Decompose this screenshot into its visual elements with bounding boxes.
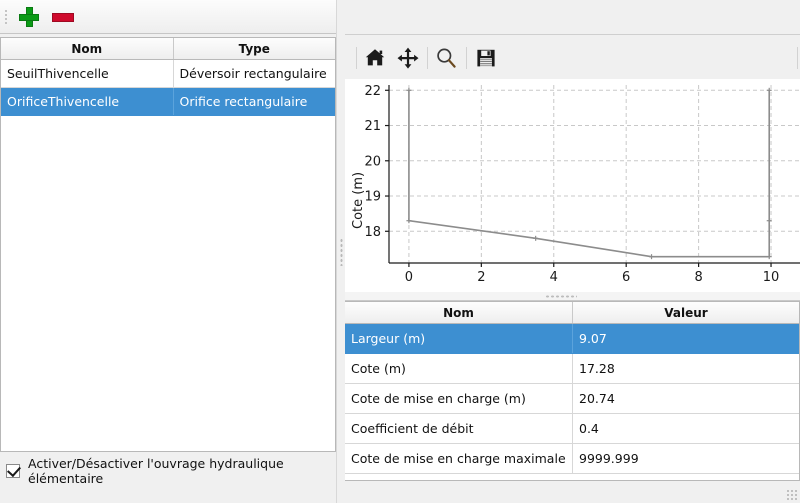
chart-tick-labels: 0 2 4 6 8 10 18 19 20 21 22	[364, 84, 779, 285]
zoom-icon[interactable]	[434, 46, 462, 70]
svg-text:6: 6	[622, 270, 630, 285]
chart-y-axis-label: Cote (m)	[351, 172, 366, 229]
cell-param-value[interactable]: 9999.999	[572, 443, 799, 474]
svg-text:21: 21	[364, 119, 381, 134]
add-element-button[interactable]	[19, 7, 39, 27]
svg-text:4: 4	[550, 270, 558, 285]
chart-axes	[385, 85, 800, 267]
cell-param-name: Cote de mise en charge (m)	[345, 383, 573, 414]
parameters-table[interactable]: Nom Valeur Largeur (m) 9.07 Cote (m) 17.…	[345, 301, 800, 481]
table-row[interactable]: OrificeThivencelle Orifice rectangulaire	[1, 87, 335, 116]
elements-table[interactable]: Nom Type SeuilThivencelle Déversoir rect…	[0, 37, 336, 452]
cross-section-chart[interactable]: 0 2 4 6 8 10 18 19 20 21 22 Cote (m)	[345, 79, 800, 292]
home-icon[interactable]	[363, 46, 391, 70]
right-panel: 0 2 4 6 8 10 18 19 20 21 22 Cote (m) Nom Valeur	[345, 0, 800, 503]
column-header-nom[interactable]: Nom	[345, 302, 573, 324]
cell-param-value[interactable]: 17.28	[572, 353, 799, 384]
toolbar-separator	[797, 47, 798, 69]
column-header-type[interactable]: Type	[173, 38, 335, 60]
toolbar-drag-handle[interactable]	[4, 9, 9, 25]
splitter-grip-icon	[340, 238, 343, 266]
cell-param-value[interactable]: 20.74	[572, 383, 799, 414]
table-header-row: Nom Valeur	[345, 302, 799, 324]
enable-element-label: Activer/Désactiver l'ouvrage hydraulique…	[28, 456, 284, 486]
svg-text:18: 18	[364, 225, 381, 240]
table-row[interactable]: Cote de mise en charge (m) 20.74	[345, 383, 799, 414]
elements-grid: Nom Type SeuilThivencelle Déversoir rect…	[1, 38, 335, 116]
chart-toolbar	[345, 34, 800, 80]
check-icon	[7, 462, 21, 478]
table-row[interactable]: Coefficient de débit 0.4	[345, 413, 799, 444]
cell-param-value[interactable]: 0.4	[572, 413, 799, 444]
chart-canvas: 0 2 4 6 8 10 18 19 20 21 22 Cote (m)	[351, 84, 800, 285]
remove-element-button[interactable]	[52, 13, 74, 22]
svg-text:22: 22	[364, 84, 381, 99]
cell-param-name: Cote de mise en charge maximale	[345, 443, 573, 474]
chart-series	[406, 87, 772, 260]
parameters-grid: Nom Valeur Largeur (m) 9.07 Cote (m) 17.…	[345, 302, 799, 474]
table-row[interactable]: SeuilThivencelle Déversoir rectangulaire	[1, 59, 335, 88]
left-panel: Nom Type SeuilThivencelle Déversoir rect…	[0, 0, 336, 503]
vertical-splitter[interactable]	[336, 0, 345, 503]
cell-type: Orifice rectangulaire	[173, 87, 335, 116]
cell-param-name: Coefficient de débit	[345, 413, 573, 444]
svg-text:19: 19	[364, 190, 381, 205]
splitter-grip-icon	[545, 295, 577, 298]
toolbar-separator	[356, 47, 357, 69]
svg-text:8: 8	[694, 270, 702, 285]
table-row[interactable]: Largeur (m) 9.07	[345, 323, 799, 354]
save-icon[interactable]	[474, 46, 502, 70]
svg-text:2: 2	[477, 270, 485, 285]
enable-element-checkbox[interactable]	[6, 462, 21, 478]
column-header-nom[interactable]: Nom	[1, 38, 174, 60]
toolbar-separator	[466, 47, 467, 69]
enable-element-row[interactable]: Activer/Désactiver l'ouvrage hydraulique…	[0, 456, 336, 486]
table-row[interactable]: Cote (m) 17.28	[345, 353, 799, 384]
table-row[interactable]: Cote de mise en charge maximale 9999.999	[345, 443, 799, 474]
cell-nom: SeuilThivencelle	[1, 59, 174, 88]
horizontal-splitter[interactable]	[345, 292, 800, 301]
element-toolbar	[0, 0, 336, 34]
chart-gridlines	[389, 85, 800, 263]
move-icon[interactable]	[396, 46, 424, 70]
cell-nom: OrificeThivencelle	[1, 87, 174, 116]
column-header-valeur[interactable]: Valeur	[572, 302, 799, 324]
svg-text:10: 10	[763, 270, 780, 285]
cell-param-name: Largeur (m)	[345, 323, 573, 354]
svg-text:20: 20	[364, 154, 381, 169]
table-header-row: Nom Type	[1, 38, 335, 60]
svg-text:0: 0	[405, 270, 413, 285]
toolbar-separator	[427, 47, 428, 69]
window-resize-grip[interactable]	[786, 489, 797, 500]
cell-type: Déversoir rectangulaire	[173, 59, 335, 88]
cell-param-value[interactable]: 9.07	[572, 323, 799, 354]
cell-param-name: Cote (m)	[345, 353, 573, 384]
